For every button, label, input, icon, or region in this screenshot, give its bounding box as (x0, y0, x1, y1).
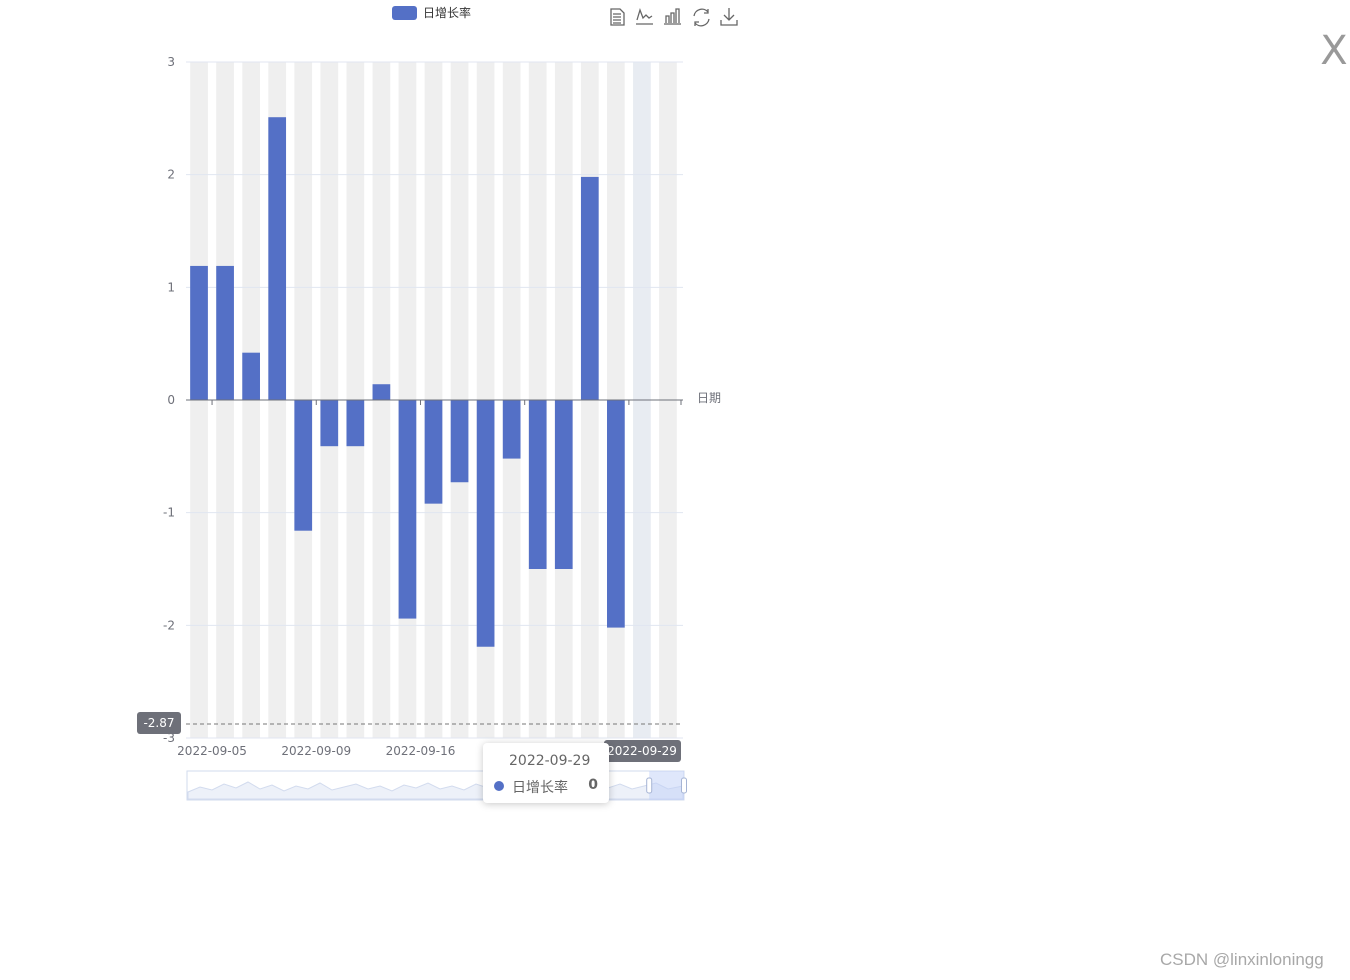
bar[interactable] (346, 400, 365, 447)
bar-chart-icon[interactable] (664, 8, 681, 25)
bar[interactable] (502, 400, 521, 459)
y-tick-label: 3 (167, 55, 175, 69)
legend-label: 日增长率 (423, 5, 471, 20)
bar[interactable] (320, 400, 339, 447)
legend-swatch (392, 6, 417, 20)
tooltip: 2022-09-29 日增长率 0 (483, 743, 609, 803)
bar[interactable] (268, 117, 287, 400)
y-tick-label: 0 (167, 393, 175, 407)
y-tick-label: -2 (163, 618, 175, 632)
tooltip-row: 日增长率 0 (494, 777, 598, 796)
bar[interactable] (372, 384, 391, 400)
axis-pointer-y-label: -2.87 (137, 712, 181, 734)
datazoom-window[interactable] (649, 771, 684, 800)
y-tick-label: -1 (163, 506, 175, 520)
bar-series (190, 117, 625, 647)
tooltip-series-name: 日增长率 (512, 780, 568, 796)
tooltip-marker (494, 781, 504, 791)
bar[interactable] (554, 400, 573, 569)
bar[interactable] (528, 400, 547, 569)
datazoom-handle-left[interactable] (646, 777, 653, 794)
tooltip-value: 0 (588, 777, 598, 793)
bar[interactable] (294, 400, 313, 531)
line-chart-icon[interactable] (636, 7, 653, 25)
bar[interactable] (580, 176, 599, 400)
pointer-y-value: -2.87 (143, 716, 174, 730)
toolbox (610, 7, 738, 27)
close-button[interactable]: X (1320, 28, 1348, 74)
x-tick-label: 2022-09-05 (177, 744, 247, 758)
bar[interactable] (607, 400, 625, 628)
datazoom-slider[interactable] (186, 770, 687, 801)
y-tick-label: 2 (167, 168, 175, 182)
x-tick-label: 2022-09-09 (281, 744, 351, 758)
x-tick-label: 2022-09-16 (386, 744, 456, 758)
tooltip-title: 2022-09-29 (509, 753, 591, 769)
restore-icon[interactable] (693, 8, 710, 27)
y-tick-label: 1 (167, 280, 175, 294)
bar[interactable] (398, 400, 417, 619)
x-axis-labels: 2022-09-05 2022-09-09 2022-09-16 (177, 744, 455, 758)
y-axis-labels: -3 -2 -1 0 1 2 3 (163, 55, 175, 745)
watermark: CSDN @linxinloningg (1160, 950, 1324, 969)
save-image-icon[interactable] (720, 8, 738, 26)
bar[interactable] (190, 265, 208, 400)
axis-pointer-x-label: 2022-09-29 (604, 740, 681, 762)
y-tick-label: -3 (163, 731, 175, 745)
x-axis-ticks (211, 400, 682, 405)
legend-item[interactable]: 日增长率 (392, 5, 471, 20)
bar[interactable] (424, 400, 443, 504)
bar[interactable] (450, 400, 469, 483)
x-axis-name: 日期 (697, 391, 721, 405)
pointer-x-value: 2022-09-29 (607, 744, 677, 758)
bar[interactable] (242, 352, 260, 400)
data-view-icon[interactable] (610, 8, 625, 26)
datazoom-handle-right[interactable] (681, 777, 687, 794)
bar[interactable] (216, 265, 234, 400)
bar[interactable] (476, 400, 495, 647)
